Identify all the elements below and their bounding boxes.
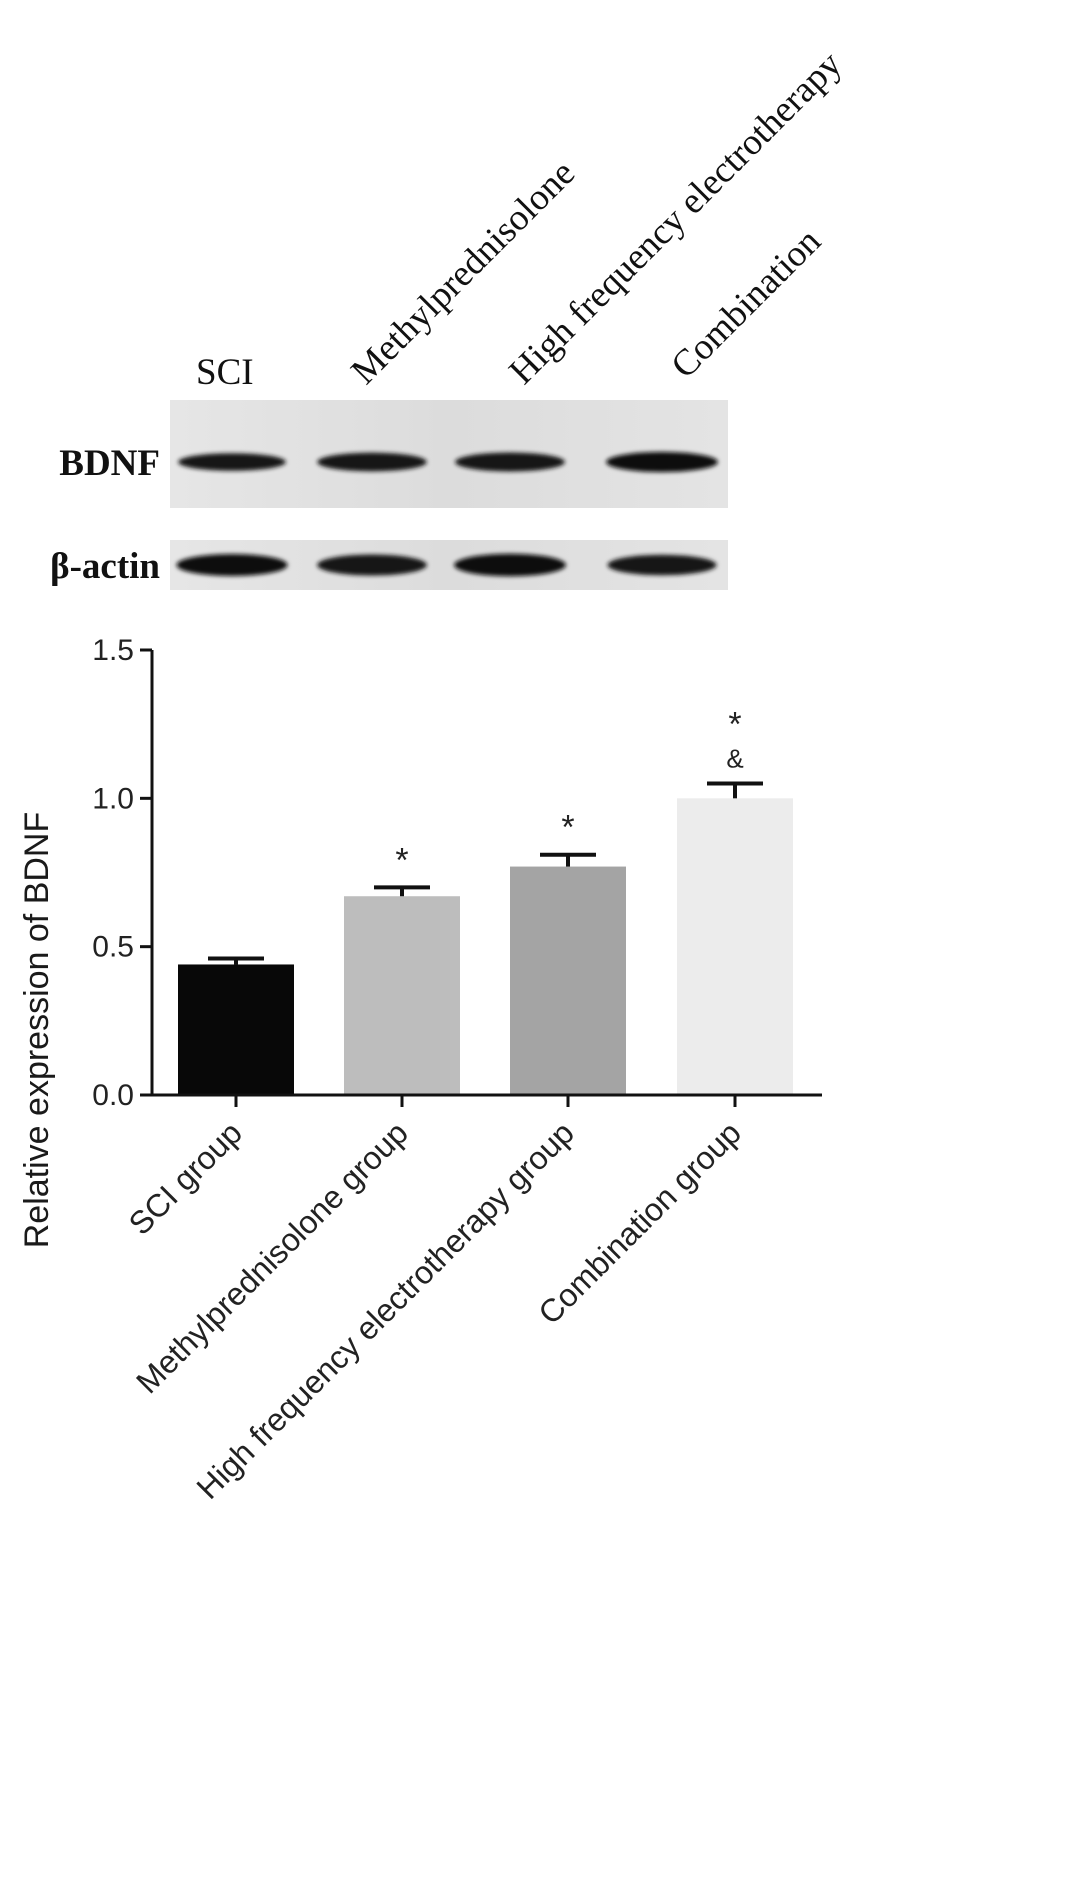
- blot-row-0: BDNF: [59, 400, 728, 508]
- annotation-2-0: *: [561, 809, 574, 847]
- y-axis-label: Relative expression of BDNF: [18, 812, 56, 1249]
- band: [454, 553, 566, 577]
- x-tick-label-1: Methylprednisolone group: [129, 1114, 415, 1400]
- y-ticks: 0.0 0.5 1.0 1.5: [92, 634, 152, 1112]
- y-tick-label: 1.5: [92, 634, 134, 667]
- bar-chart: **&* 0.00.51.01.5 SCI groupMethylprednis…: [18, 634, 822, 1506]
- bar-0: [178, 964, 294, 1095]
- bar-2: [510, 866, 626, 1095]
- band: [606, 451, 718, 473]
- significance-annotations: **&*: [395, 706, 743, 880]
- bar-3: [677, 798, 793, 1095]
- band: [607, 554, 717, 576]
- annotation-1-0: *: [395, 841, 408, 879]
- y-tick-label: 1.0: [92, 782, 134, 815]
- band: [317, 554, 427, 576]
- x-tick-label-0: SCI group: [122, 1114, 249, 1241]
- band: [317, 452, 427, 472]
- annotation-3-0: &: [726, 744, 743, 774]
- x-tick-label-2: High frequency electrotherapy group: [189, 1114, 580, 1505]
- blot-rows: BDNF β-actin: [50, 400, 728, 590]
- bar-1: [344, 896, 460, 1095]
- y-tick-label: 0.5: [92, 931, 134, 964]
- band: [178, 453, 286, 471]
- bars: [178, 798, 793, 1095]
- lane-label-0: SCI: [196, 352, 254, 393]
- lane-label-2: High frequency electrotherapy: [501, 43, 850, 392]
- blot-row-label: BDNF: [59, 443, 160, 484]
- band: [455, 452, 565, 472]
- axes: [150, 650, 822, 1097]
- annotation-3-1: *: [728, 706, 741, 744]
- blot-row-1: β-actin: [50, 540, 728, 590]
- error-bars: [208, 781, 763, 965]
- band: [176, 554, 288, 576]
- blot-row-label: β-actin: [50, 546, 160, 587]
- lane-label-3: Combination: [663, 221, 829, 387]
- y-tick-label: 0.0: [92, 1079, 134, 1112]
